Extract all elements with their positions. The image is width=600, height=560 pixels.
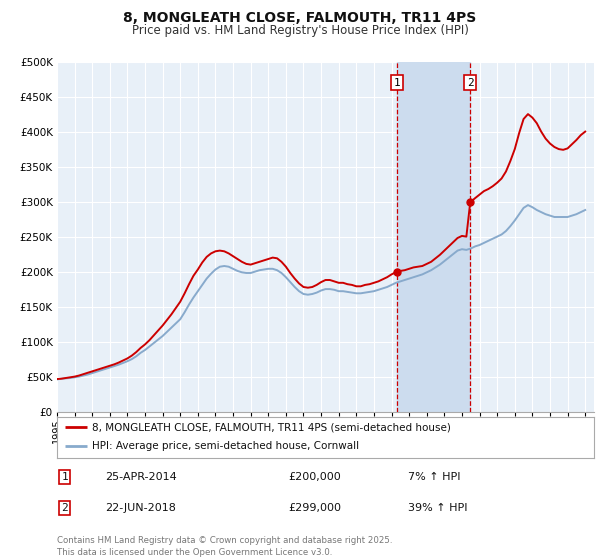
Text: 39% ↑ HPI: 39% ↑ HPI [408, 503, 467, 513]
Text: 1: 1 [394, 78, 401, 87]
Text: £299,000: £299,000 [288, 503, 341, 513]
Text: Price paid vs. HM Land Registry's House Price Index (HPI): Price paid vs. HM Land Registry's House … [131, 24, 469, 36]
Text: Contains HM Land Registry data © Crown copyright and database right 2025.
This d: Contains HM Land Registry data © Crown c… [57, 536, 392, 557]
Text: 8, MONGLEATH CLOSE, FALMOUTH, TR11 4PS: 8, MONGLEATH CLOSE, FALMOUTH, TR11 4PS [124, 11, 476, 25]
Text: 2: 2 [467, 78, 473, 87]
Text: 25-APR-2014: 25-APR-2014 [105, 472, 177, 482]
Text: HPI: Average price, semi-detached house, Cornwall: HPI: Average price, semi-detached house,… [92, 441, 359, 451]
Text: 1: 1 [61, 472, 68, 482]
Text: 8, MONGLEATH CLOSE, FALMOUTH, TR11 4PS (semi-detached house): 8, MONGLEATH CLOSE, FALMOUTH, TR11 4PS (… [92, 422, 451, 432]
Text: 2: 2 [61, 503, 68, 513]
Text: 22-JUN-2018: 22-JUN-2018 [105, 503, 176, 513]
Text: 7% ↑ HPI: 7% ↑ HPI [408, 472, 461, 482]
Bar [397, 62, 470, 412]
Text: £200,000: £200,000 [288, 472, 341, 482]
